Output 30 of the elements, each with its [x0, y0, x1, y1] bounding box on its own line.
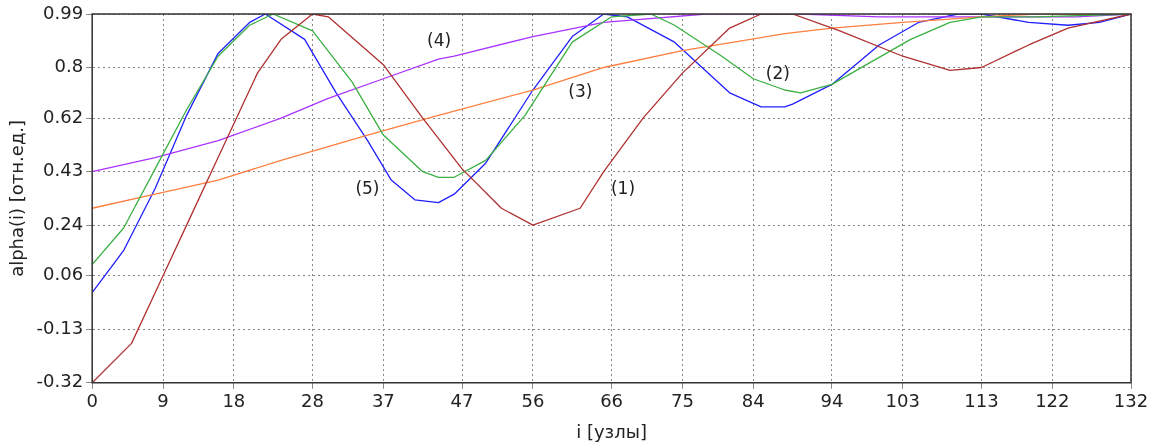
y-tick-label: 0.06 [43, 263, 84, 285]
y-tick-label: -0.13 [36, 316, 84, 338]
x-tick-label: 75 [670, 390, 694, 412]
x-tick-label: 94 [820, 390, 844, 412]
x-tick-label: 132 [1113, 390, 1149, 412]
series-label: (3) [568, 81, 593, 102]
y-tick-label: 0.24 [43, 212, 84, 234]
y-tick-label: 0.8 [54, 55, 84, 77]
x-tick-label: 113 [964, 390, 999, 412]
x-tick-label: 0 [86, 390, 98, 412]
x-tick-label: 84 [741, 390, 765, 412]
x-tick-label: 18 [222, 390, 246, 412]
y-axis-title: alpha(i) [отн.ед.] [6, 119, 28, 277]
series-label: (2) [765, 62, 790, 83]
y-tick-label: 0.62 [43, 105, 84, 127]
x-axis-title: i [узлы] [576, 420, 647, 442]
x-tick-label: 28 [301, 390, 324, 412]
y-tick-label: -0.32 [36, 370, 84, 392]
y-tick-label: 0.43 [43, 159, 84, 181]
x-tick-label: 37 [371, 390, 395, 412]
series-label: (5) [355, 177, 380, 198]
x-tick-label: 47 [450, 390, 474, 412]
x-tick-label: 9 [157, 390, 169, 412]
series-label: (1) [610, 177, 636, 198]
x-tick-label: 122 [1035, 390, 1070, 412]
series-label: (4) [427, 29, 452, 50]
y-tick-label: 0.99 [43, 1, 84, 23]
x-tick-label: 103 [885, 390, 920, 412]
x-tick-label: 56 [521, 390, 545, 412]
x-tick-label: 66 [600, 390, 624, 412]
